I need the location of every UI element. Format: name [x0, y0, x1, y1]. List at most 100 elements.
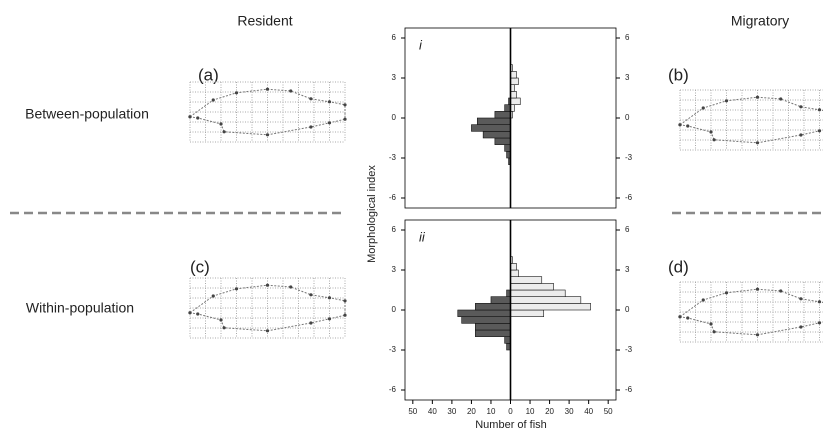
y-tick-label: -6: [389, 193, 397, 202]
landmark: [265, 133, 270, 137]
panel-label: (c): [190, 257, 210, 276]
landmark: [265, 329, 270, 333]
landmark: [709, 130, 713, 134]
x-tick-label: 0: [508, 407, 513, 416]
panel-label: (a): [198, 65, 219, 84]
landmark: [724, 99, 729, 103]
fish-outline: [189, 284, 346, 332]
bar: [510, 91, 517, 99]
y-tick-label: 3: [625, 73, 630, 82]
x-tick-label: 50: [408, 407, 417, 416]
landmark: [779, 289, 783, 293]
landmark: [196, 116, 200, 120]
bar: [490, 296, 511, 304]
y-tick-label: 0: [392, 305, 397, 314]
panel-label: i: [419, 37, 423, 52]
landmark: [343, 299, 347, 303]
x-tick-label: 30: [447, 407, 456, 416]
landmark: [219, 122, 223, 126]
panel-label: (b): [668, 65, 689, 84]
landmark: [686, 124, 690, 128]
x-tick-label: 40: [584, 407, 593, 416]
landmark: [309, 97, 313, 101]
bar: [510, 97, 521, 105]
y-tick-label: -3: [389, 153, 397, 162]
landmark: [755, 141, 760, 145]
landmark: [343, 313, 347, 317]
landmark: [755, 287, 760, 291]
fish-outline: [679, 288, 823, 336]
landmark: [309, 125, 313, 129]
landmark: [343, 117, 347, 121]
y-tick-label: -6: [625, 193, 633, 202]
landmark: [265, 283, 270, 287]
bar: [504, 336, 511, 344]
landmark: [799, 297, 803, 301]
bar: [510, 289, 566, 297]
landmark: [265, 87, 270, 91]
landmark: [755, 333, 760, 337]
y-tick-label: 6: [625, 33, 630, 42]
y-tick-label: -3: [625, 345, 633, 354]
bar: [510, 263, 517, 271]
x-tick-label: 50: [604, 407, 613, 416]
landmark: [701, 298, 705, 302]
bar: [510, 283, 554, 291]
landmark: [799, 105, 803, 109]
bar: [475, 303, 511, 311]
y-tick-label: 0: [392, 113, 397, 122]
panel-label: (d): [668, 257, 689, 276]
landmark: [709, 322, 713, 326]
fish-outline: [189, 88, 346, 136]
landmark: [327, 121, 332, 125]
bar: [510, 309, 545, 317]
bar: [510, 276, 543, 284]
y-tick-label: -6: [625, 385, 633, 394]
landmark: [309, 293, 313, 297]
landmark: [327, 100, 332, 104]
landmark: [678, 123, 682, 127]
bar: [475, 329, 511, 337]
landmark: [701, 106, 705, 110]
landmark: [799, 325, 803, 329]
y-tick-label: -6: [389, 385, 397, 394]
landmark: [799, 133, 803, 137]
x-tick-label: 10: [526, 407, 535, 416]
landmark: [327, 317, 332, 321]
x-tick-label: 10: [487, 407, 496, 416]
y-tick-label: 6: [392, 225, 397, 234]
bar: [504, 104, 511, 112]
landmark: [234, 287, 239, 291]
y-tick-label: 6: [625, 225, 630, 234]
bar: [471, 124, 511, 132]
bar: [510, 71, 517, 79]
landmark: [211, 294, 215, 298]
landmark: [188, 115, 192, 119]
landmark: [817, 300, 822, 304]
x-axis-label: Number of fish: [475, 419, 547, 431]
landmark: [712, 138, 716, 142]
bar: [457, 309, 511, 317]
bar: [494, 137, 511, 145]
x-tick-label: 30: [565, 407, 574, 416]
landmark: [724, 291, 729, 295]
y-tick-label: 3: [392, 265, 397, 274]
panel-label: ii: [419, 229, 426, 244]
bar: [510, 269, 519, 277]
landmark: [219, 318, 223, 322]
landmark: [817, 129, 822, 133]
column-header: Migratory: [731, 13, 789, 29]
y-tick-label: 0: [625, 113, 630, 122]
bar: [510, 296, 582, 304]
bar: [510, 77, 519, 85]
fish-outline: [679, 96, 823, 144]
bar: [475, 323, 511, 331]
y-tick-label: -3: [389, 345, 397, 354]
y-tick-label: 3: [392, 73, 397, 82]
row-header: Within-population: [26, 300, 134, 316]
landmark: [817, 108, 822, 112]
bar: [482, 131, 511, 139]
landmark: [755, 95, 760, 99]
bar: [494, 111, 511, 119]
